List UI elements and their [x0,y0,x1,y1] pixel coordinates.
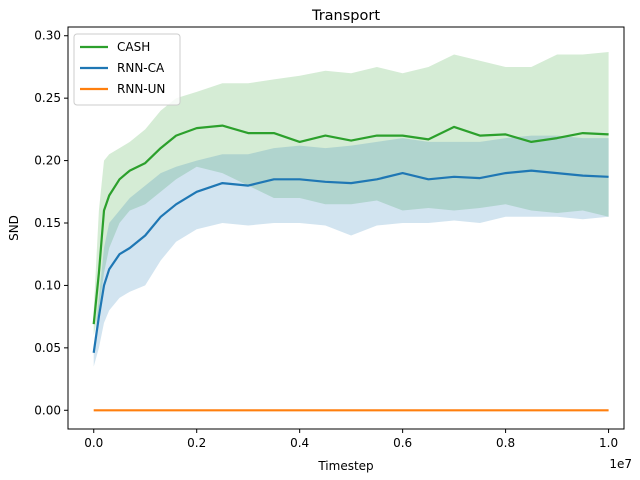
y-tick-label: 0.20 [34,154,61,168]
x-axis-ticks: 0.0 0.2 0.4 0.6 0.8 1.0 [84,429,618,450]
x-tick-label: 0.6 [393,436,412,450]
y-tick-label: 0.05 [34,341,61,355]
x-axis-label: Timestep [317,459,373,473]
axes-frame [67,26,625,430]
x-tick-label: 0.0 [84,436,103,450]
confidence-bands [93,52,609,367]
x-tick-label: 0.4 [290,436,309,450]
series-line-rnn-ca [92,169,609,353]
y-axis-ticks: 0.00 0.05 0.10 0.15 0.20 0.25 0.30 [34,29,68,417]
series-line-cash [92,124,609,325]
y-axis-label: SND [7,215,21,241]
chart-title: Transport [311,8,380,24]
x-axis-offset-label: 1e7 [609,457,632,471]
x-tick-label: 1.0 [599,436,618,450]
legend-label: CASH [117,40,150,54]
y-tick-label: 0.15 [34,216,61,230]
legend-box [73,33,181,106]
y-tick-label: 0.00 [34,403,61,417]
y-tick-label: 0.30 [34,29,61,43]
series-lines [92,124,609,412]
y-tick-label: 0.10 [34,278,61,292]
band-rnn-ca [93,135,609,367]
y-tick-label: 0.25 [34,91,61,105]
legend-label: RNN-CA [117,61,165,75]
x-tick-label: 0.8 [496,436,515,450]
x-tick-label: 0.2 [187,436,206,450]
legend: CASH RNN-CA RNN-UN [73,33,181,106]
band-cash [93,52,609,336]
legend-label: RNN-UN [117,82,165,96]
